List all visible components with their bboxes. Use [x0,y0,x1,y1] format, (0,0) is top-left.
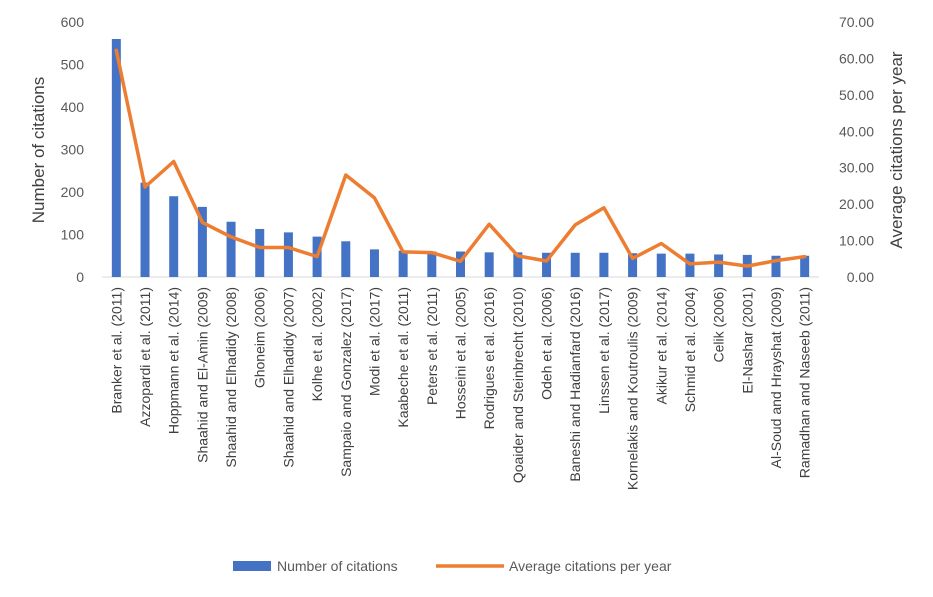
y-tick-label: 300 [61,142,85,158]
y2-tick-label: 30.00 [839,160,874,176]
bar [771,255,781,277]
line-series [114,48,807,268]
y-axis-left-ticks: 0 100 200 300 400 500 600 [61,14,85,285]
x-category-label: Modi et al. (2017) [366,287,382,396]
y-axis-right-ticks: 0.00 10.00 20.00 30.00 40.00 50.00 60.00 70.00 [839,14,874,285]
x-category-label: Ramadhan and Naseeb (2011) [797,287,813,478]
x-category-label: Hosseini et al. (2005) [453,287,469,419]
y-tick-label: 100 [61,227,85,243]
x-category-label: Azzopardi et al. (2011) [137,287,153,427]
bar [542,252,552,277]
bar [226,221,236,277]
legend-label-line: Average citations per year [509,558,672,574]
y-axis-right-title: Average citations per year [887,51,906,249]
y2-tick-label: 60.00 [839,50,874,66]
bar [800,255,810,277]
bar [283,232,293,277]
x-category-label: Kornelakis and Koutroulis (2009) [625,287,641,490]
y2-tick-label: 40.00 [839,123,874,139]
bar [197,206,207,277]
bar [628,253,638,277]
bar [398,250,408,277]
x-category-label: Peters et al. (2011) [424,287,440,405]
x-category-label: Rodrigues et al. (2016) [481,287,497,429]
line-series-group [114,48,807,268]
x-category-label: Shaahid and Elhadidy (2008) [223,287,239,468]
x-axis-category-labels: Branker et al. (2011) Azzopardi et al. (2… [108,287,812,490]
legend-label-bar: Number of citations [277,558,398,574]
x-category-label: El-Nashar (2001) [739,287,755,394]
bar [656,253,666,277]
y2-tick-label: 20.00 [839,196,874,212]
y-tick-label: 500 [61,57,85,73]
bar [484,252,494,277]
x-category-label: Sampaio and Gonzalez (2017) [338,287,354,477]
y2-tick-label: 50.00 [839,87,874,103]
bar [456,251,465,277]
x-category-label: Al-Soud and Hrayshat (2009) [768,287,784,468]
legend: Number of citations Average citations pe… [233,558,672,574]
bar [255,228,265,277]
y-tick-label: 0 [76,269,84,285]
bar [169,196,179,277]
x-category-label: Kolhe et al. (2002) [309,287,325,401]
x-category-label: Kaabeche et al. (2011) [395,287,411,428]
y-tick-label: 200 [61,184,85,200]
bar-series [111,39,810,277]
y-axis-left-title: Number of citations [29,77,48,223]
bar [513,252,523,277]
bar [427,251,437,277]
x-category-label: Qoaider and Steinbrecht (2010) [510,287,526,483]
x-category-label: Schmid et al. (2004) [682,287,698,412]
y-tick-label: 600 [61,14,85,30]
x-category-label: Hoppmann et al. (2014) [166,287,182,434]
x-category-label: Branker et al. (2011) [108,287,124,414]
x-category-label: Odeh et al. (2006) [539,287,555,400]
x-category-label: Akikur et al. (2014) [653,287,669,405]
x-category-label: Linssen et al. (2017) [596,287,612,414]
x-category-label: Ghoneim (2006) [252,287,268,388]
bar [140,182,150,277]
bar [599,252,609,277]
bar [714,254,724,277]
x-category-label: Shaahid and Elhadidy (2007) [280,287,296,468]
bar [111,39,121,277]
bar [369,249,379,277]
legend-swatch-bar [233,561,271,571]
y-tick-label: 400 [61,99,85,115]
x-category-label: Celik (2006) [711,287,727,362]
x-category-label: Shaahid and El-Amin (2009) [194,287,210,463]
bar [570,252,580,277]
bar [341,241,351,277]
x-category-label: Baneshi and Hadianfard (2016) [567,287,583,482]
y2-tick-label: 10.00 [839,233,874,249]
y2-tick-label: 0.00 [847,269,874,285]
y2-tick-label: 70.00 [839,14,874,30]
